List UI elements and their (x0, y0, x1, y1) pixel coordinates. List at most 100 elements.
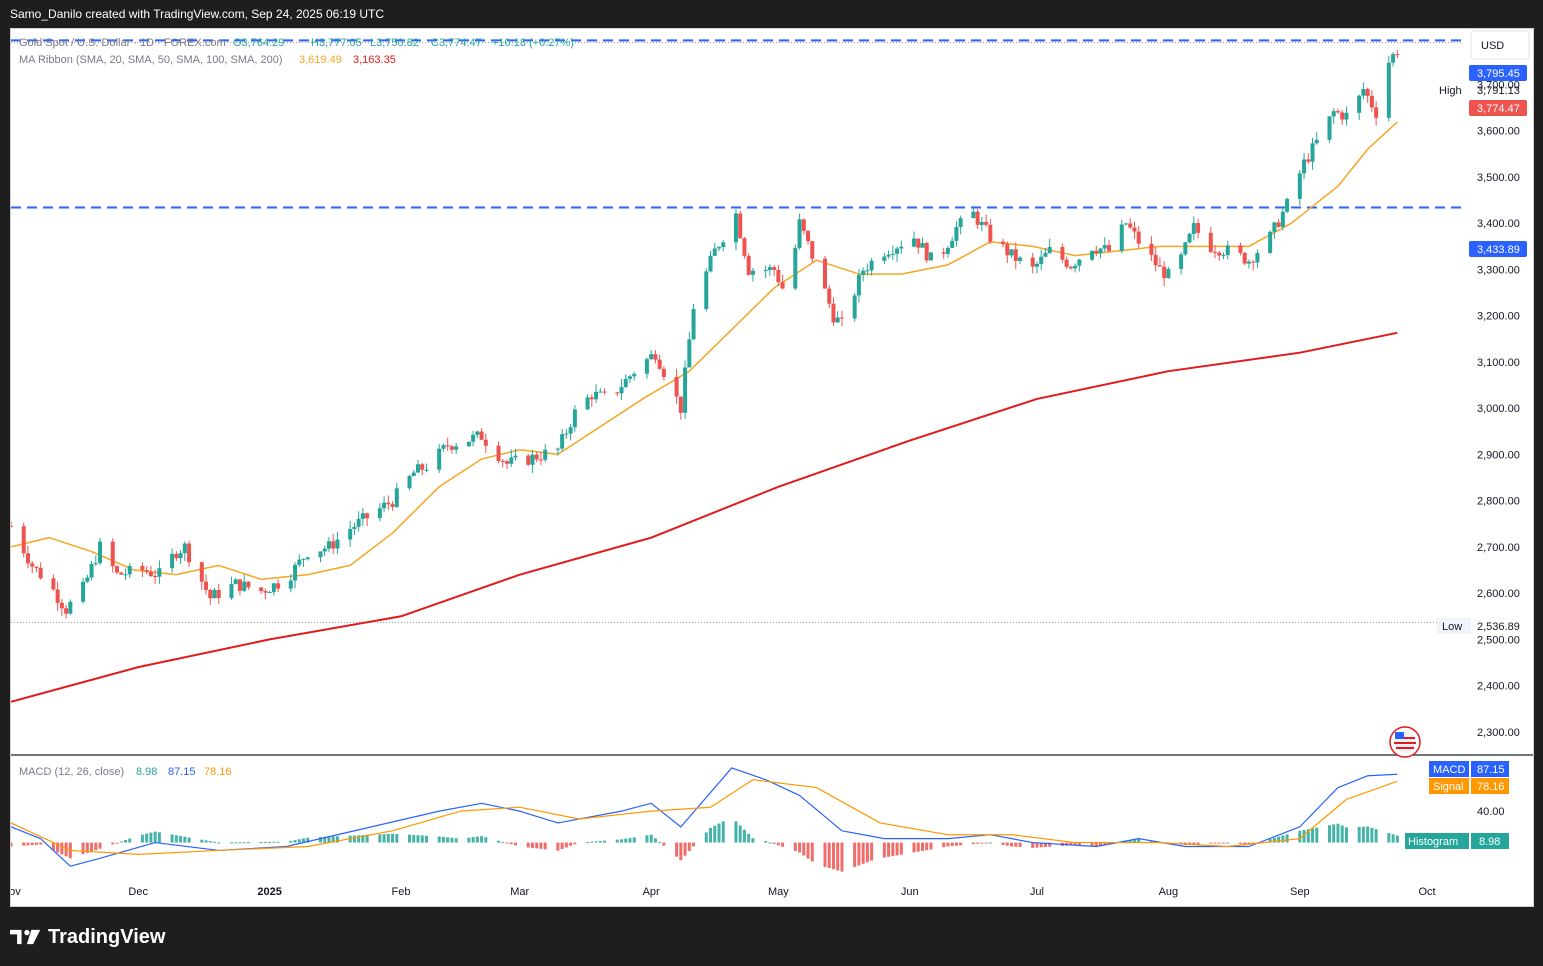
candle-body (1327, 116, 1332, 140)
candle-body (1187, 233, 1192, 243)
candle-body (598, 391, 603, 393)
candle-body (886, 254, 891, 257)
histogram-bar (984, 842, 988, 844)
credit-text: Samo_Danilo created with TradingView.com… (10, 7, 384, 21)
candle-body (479, 431, 484, 440)
candle-body (170, 553, 175, 569)
us-flag-icon[interactable] (1389, 726, 1421, 758)
histogram-bar (467, 837, 471, 843)
histogram-bar (51, 842, 55, 851)
candle-body (305, 557, 310, 560)
histogram-bar (471, 837, 475, 843)
candle-body (288, 580, 293, 589)
footer-brand[interactable]: TradingView (10, 922, 165, 952)
candle-body (1340, 112, 1345, 120)
candle-body (114, 566, 119, 573)
time-tick-label: 2025 (257, 886, 281, 898)
histogram-bar (1107, 842, 1111, 845)
candle-body (38, 567, 43, 579)
candle-body (81, 581, 86, 602)
histogram-bar (615, 839, 619, 843)
histogram-bar (840, 842, 844, 872)
macd-val-bg (1471, 761, 1509, 777)
candle-body (861, 270, 866, 275)
macd-pane: 40.00 (9, 767, 1505, 872)
time-axis[interactable]: Nov Dec 2025 Feb Mar Apr May Jun Jul Aug Sep Oct (1, 886, 1436, 898)
candle-body (738, 213, 743, 239)
candle-body (85, 577, 90, 582)
histogram-bar (776, 842, 780, 846)
candle-body (1196, 223, 1201, 233)
currency-button[interactable]: USD (1481, 40, 1504, 52)
histogram-bar (268, 841, 272, 843)
price-axis[interactable]: 3,700.00 3,600.00 3,500.00 3,400.00 3,300.00… (1477, 79, 1520, 738)
horizontal-levels[interactable] (11, 39, 1463, 623)
brand-name: TradingView (48, 925, 166, 948)
histogram-bar (929, 842, 933, 850)
candle-body (199, 562, 204, 582)
histogram-bar (497, 840, 501, 843)
histogram-bar (514, 842, 518, 846)
histogram-bar (1001, 842, 1005, 845)
credit-bar: Samo_Danilo created with TradingView.com… (0, 0, 1543, 28)
candle-body (386, 502, 391, 505)
candle-body (437, 448, 442, 470)
candle-body (237, 579, 242, 591)
histogram-bar (954, 842, 958, 846)
candle-body (233, 579, 238, 584)
candle-body (869, 260, 874, 271)
candle-body (856, 274, 861, 296)
candle-body (945, 247, 950, 254)
histogram-bar (1090, 842, 1094, 847)
candle-body (835, 317, 840, 323)
candle-body (602, 391, 607, 393)
histogram-bar (276, 841, 280, 843)
histogram-bar (870, 842, 874, 861)
badge-level-lower-bg (1469, 241, 1527, 257)
signal-val: 78.16 (1477, 781, 1505, 793)
candle-body (1310, 143, 1315, 162)
candle-body (623, 378, 628, 388)
histogram-bar (865, 842, 869, 863)
histogram-bar (1277, 836, 1281, 843)
histogram-bar (882, 842, 886, 858)
histogram-bar (1387, 832, 1391, 843)
histogram-bar (658, 842, 662, 844)
histogram-bar (687, 842, 691, 851)
histogram-bar (916, 842, 920, 852)
candle-body (750, 270, 755, 275)
candle-body (509, 457, 514, 464)
legend-low: L3,750.82 (370, 37, 419, 49)
histogram-bar (318, 837, 322, 843)
histogram-bar (501, 841, 505, 843)
histogram-bar (675, 842, 679, 857)
legend-high: H3,777.05 (311, 37, 362, 49)
price-tick-label: 3,300.00 (1477, 264, 1520, 276)
badge-low-label: Low (1442, 621, 1462, 633)
chart-svg[interactable]: 3,700.00 3,600.00 3,500.00 3,400.00 3,300.00… (1, 29, 1533, 906)
histogram-bar (327, 836, 331, 843)
histogram-bar (751, 838, 755, 843)
legend-symbol: Gold Spot / U.S. Dollar · 1D · FOREX.com (19, 37, 226, 49)
histogram-bar (293, 840, 297, 843)
histogram-bar (174, 835, 178, 843)
candle-body (649, 354, 654, 360)
candle-body (352, 526, 357, 529)
candle-body (568, 427, 573, 434)
candle-body (1217, 252, 1222, 256)
histogram-bar (408, 834, 412, 843)
currency-button-bg[interactable] (1470, 30, 1530, 60)
candle-body (704, 271, 709, 310)
badge-level-upper-bg (1469, 65, 1527, 81)
candle-body (1276, 222, 1281, 227)
histogram-bar (1073, 842, 1077, 846)
histogram-bar (624, 838, 628, 843)
histogram-bar (306, 837, 310, 843)
histogram-bar (331, 836, 335, 843)
histogram-bar (1306, 829, 1310, 843)
candle-body (271, 583, 276, 593)
price-tick-label: 3,500.00 (1477, 172, 1520, 184)
histogram-bar (810, 842, 814, 862)
time-tick-label: Nov (11, 886, 21, 898)
histogram-bar (594, 841, 598, 843)
